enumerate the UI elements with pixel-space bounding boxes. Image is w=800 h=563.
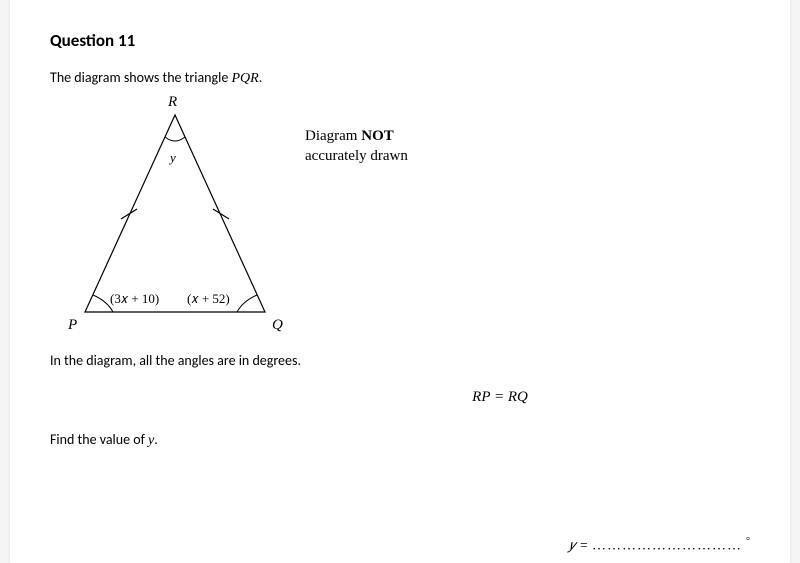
- angle-arc-r: [165, 137, 185, 141]
- tick-right: [213, 209, 229, 219]
- intro-triangle-name: PQR: [231, 71, 258, 86]
- question-title: Question 11: [50, 30, 750, 51]
- angle-y-label: y: [170, 150, 176, 166]
- diagram-area: R P Q y (3𝑥 + 10) (𝑥 + 52) Diagram NOT a…: [50, 97, 750, 342]
- note-pre: Diagram: [305, 128, 361, 144]
- degree-symbol: °: [746, 536, 750, 547]
- triangle-diagram: [65, 97, 295, 332]
- note-line2: accurately drawn: [305, 148, 408, 164]
- intro-text: The diagram shows the triangle PQR.: [50, 69, 750, 87]
- diagram-note: Diagram NOT accurately drawn: [305, 127, 408, 166]
- note-bold: NOT: [361, 128, 394, 144]
- tick-left: [121, 209, 137, 219]
- angles-degrees-text: In the diagram, all the angles are in de…: [50, 352, 750, 369]
- triangle-path: [85, 115, 265, 312]
- equation-rp-rq: RP = RQ: [250, 389, 750, 406]
- find-post: .: [154, 431, 158, 448]
- find-text: Find the value of y.: [50, 431, 750, 449]
- intro-post: .: [259, 69, 263, 86]
- vertex-q-label: Q: [272, 317, 283, 334]
- page-container: Question 11 The diagram shows the triang…: [10, 0, 790, 563]
- vertex-r-label: R: [168, 94, 177, 111]
- find-pre: Find the value of: [50, 431, 148, 448]
- answer-dots: …………………………: [592, 539, 742, 554]
- intro-pre: The diagram shows the triangle: [50, 69, 231, 86]
- answer-line: 𝑦 = ………………………… °: [569, 536, 750, 555]
- answer-prefix: 𝑦 =: [569, 539, 592, 554]
- angle-arc-q: [237, 295, 257, 312]
- vertex-p-label: P: [68, 317, 77, 334]
- angle-q-label: (𝑥 + 52): [187, 291, 230, 307]
- angle-p-label: (3𝑥 + 10): [110, 291, 159, 307]
